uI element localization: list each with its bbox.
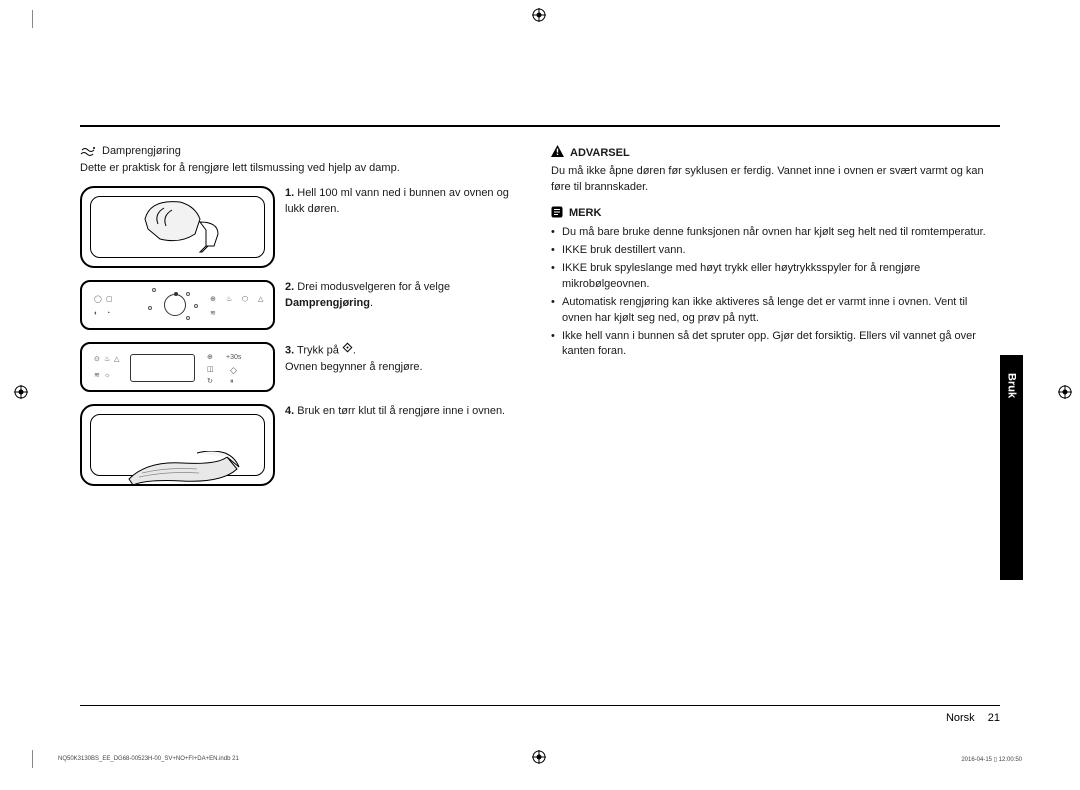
list-item: Du må bare bruke denne funksjonen når ov… (551, 225, 1000, 241)
warning-heading: ADVARSEL (551, 145, 1000, 160)
note-list: Du må bare bruke denne funksjonen når ov… (551, 225, 1000, 361)
bottom-rule (80, 705, 1000, 706)
step-number: 3. (285, 345, 294, 357)
step-row-2: ◯ ▢ ◐ ◔ ⊕ ♨ ⬡ △ ≋ 2. Drei m (80, 280, 529, 330)
step-body: Bruk en tørr klut til å rengjøre inne i … (297, 405, 505, 417)
language-label: Norsk (946, 712, 975, 724)
note-heading: MERK (551, 206, 1000, 221)
step-text: 1. Hell 100 ml vann ned i bunnen av ovne… (285, 186, 529, 268)
list-item: IKKE bruk destillert vann. (551, 243, 1000, 259)
step-text: 3. Trykk på . Ovnen begynner å rengjøre. (285, 342, 529, 392)
right-column: ADVARSEL Du må ikke åpne døren før syklu… (551, 145, 1000, 498)
note-label: MERK (569, 207, 601, 219)
steam-icon (80, 145, 96, 157)
warning-text: Du må ikke åpne døren før syklusen er fe… (551, 164, 1000, 196)
content-columns: Damprengjøring Dette er praktisk for å r… (80, 145, 1000, 498)
crop-mark (32, 750, 33, 768)
step-number: 4. (285, 405, 294, 417)
crop-mark (32, 10, 33, 28)
intro-text: Dette er praktisk for å rengjøre lett ti… (80, 161, 529, 176)
step-tail: . (370, 297, 373, 309)
registration-mark-icon (1058, 385, 1072, 399)
step-text: 2. Drei modusvelgeren for å velge Dampre… (285, 280, 529, 330)
step-number: 1. (285, 187, 294, 199)
registration-mark-icon (532, 8, 546, 22)
start-diamond-icon (342, 342, 353, 359)
manual-page: Damprengjøring Dette er praktisk for å r… (80, 50, 1000, 730)
warning-icon (551, 145, 564, 160)
step-body: Drei modusvelgeren for å velge (297, 281, 450, 293)
warning-label: ADVARSEL (570, 147, 630, 159)
illustration-wipe-cloth (80, 404, 275, 486)
registration-mark-icon (532, 750, 546, 764)
step-body: Hell 100 ml vann ned i bunnen av ovnen o… (285, 187, 509, 215)
step-number: 2. (285, 281, 294, 293)
page-number: 21 (988, 712, 1000, 724)
step-row-3: ⊙ ♨ △ ≋ ☼ ⊕ +30s ◫ ◇ ↻ ⏸ 3. Trykk på . O… (80, 342, 529, 392)
section-tab: Bruk (1000, 355, 1023, 580)
left-column: Damprengjøring Dette er praktisk for å r… (80, 145, 529, 498)
illustration-control-panel-dial: ◯ ▢ ◐ ◔ ⊕ ♨ ⬡ △ ≋ (80, 280, 275, 330)
list-item: Automatisk rengjøring kan ikke aktiveres… (551, 295, 1000, 327)
list-item: IKKE bruk spyleslange med høyt trykk ell… (551, 261, 1000, 293)
illustration-pour-water (80, 186, 275, 268)
top-rule (80, 125, 1000, 127)
print-footer-right: 2016-04-15 ▯ 12:00:50 (961, 756, 1022, 763)
section-heading: Damprengjøring (80, 145, 529, 157)
step-row-1: 1. Hell 100 ml vann ned i bunnen av ovne… (80, 186, 529, 268)
step-bold: Damprengjøring (285, 297, 370, 309)
registration-mark-icon (14, 385, 28, 399)
list-item: Ikke hell vann i bunnen så det spruter o… (551, 329, 1000, 361)
illustration-control-panel-start: ⊙ ♨ △ ≋ ☼ ⊕ +30s ◫ ◇ ↻ ⏸ (80, 342, 275, 392)
step-row-4: 4. Bruk en tørr klut til å rengjøre inne… (80, 404, 529, 486)
section-title: Damprengjøring (102, 145, 181, 157)
section-tab-label: Bruk (1006, 373, 1018, 398)
note-icon (551, 206, 563, 221)
step-body: Trykk på (297, 345, 342, 357)
print-footer-left: NQ50K3130BS_EE_DG68-00523H-00_SV+NO+FI+D… (58, 756, 239, 762)
page-footer: Norsk 21 (946, 712, 1000, 724)
step-text: 4. Bruk en tørr klut til å rengjøre inne… (285, 404, 529, 486)
